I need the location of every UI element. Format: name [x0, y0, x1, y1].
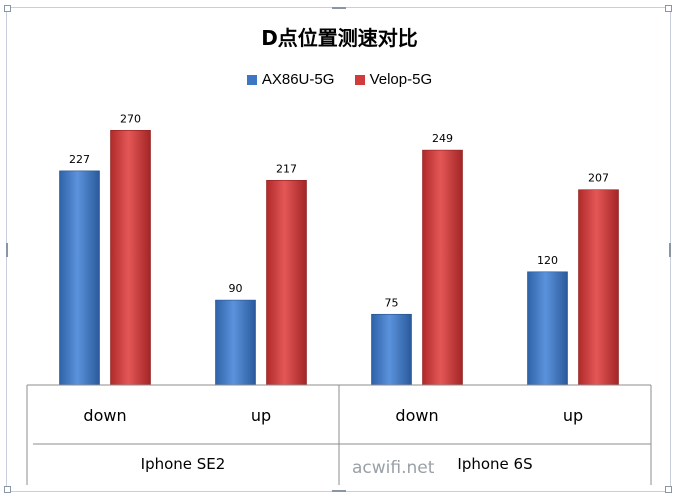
- bar-series-2-cat-3: [422, 149, 463, 386]
- legend-label-series-1: AX86U-5G: [261, 70, 335, 88]
- group-label-1: Iphone SE2: [141, 455, 226, 473]
- bar-series-1-cat-3: [371, 313, 412, 386]
- value-label-series-2-cat-4: 207: [588, 172, 609, 185]
- bar-series-2-cat-1: [110, 130, 151, 386]
- legend-item-series-1: AX86U-5G: [246, 70, 335, 88]
- bar-series-1-cat-2: [215, 299, 256, 386]
- category-label-3: down: [395, 406, 438, 425]
- resize-handle-right[interactable]: [669, 243, 671, 257]
- value-label-series-1-cat-4: 120: [537, 254, 558, 267]
- bar-series-2-cat-4: [578, 189, 619, 386]
- category-label-1: down: [83, 406, 126, 425]
- resize-handle-bottom-left[interactable]: [4, 486, 11, 493]
- value-label-series-2-cat-1: 270: [120, 112, 141, 125]
- resize-handle-left[interactable]: [6, 243, 8, 257]
- resize-handle-top-left[interactable]: [4, 5, 11, 12]
- bar-series-1-cat-4: [527, 271, 568, 386]
- value-label-series-2-cat-3: 249: [432, 132, 453, 145]
- legend-label-series-2: Velop-5G: [369, 70, 433, 88]
- bar-series-1-cat-1: [59, 170, 100, 386]
- watermark: acwifi.net: [352, 458, 435, 478]
- value-label-series-2-cat-2: 217: [276, 162, 297, 175]
- resize-handle-bottom[interactable]: [332, 490, 346, 492]
- value-label-series-1-cat-3: 75: [385, 296, 399, 309]
- resize-handle-top-right[interactable]: [665, 5, 672, 12]
- group-label-2: Iphone 6S: [457, 455, 532, 473]
- bar-series-2-cat-2: [266, 179, 307, 386]
- resize-handle-bottom-right[interactable]: [665, 486, 672, 493]
- legend-swatch-series-2: [354, 74, 365, 85]
- chart-title: D点位置测速对比: [261, 26, 418, 50]
- chart-legend: AX86U-5G Velop-5G: [0, 70, 679, 88]
- category-label-4: up: [563, 406, 583, 425]
- resize-handle-top[interactable]: [332, 7, 346, 9]
- value-label-series-1-cat-1: 227: [69, 153, 90, 166]
- value-label-series-1-cat-2: 90: [229, 282, 243, 295]
- category-label-2: up: [251, 406, 271, 425]
- legend-swatch-series-1: [246, 74, 257, 85]
- legend-item-series-2: Velop-5G: [354, 70, 433, 88]
